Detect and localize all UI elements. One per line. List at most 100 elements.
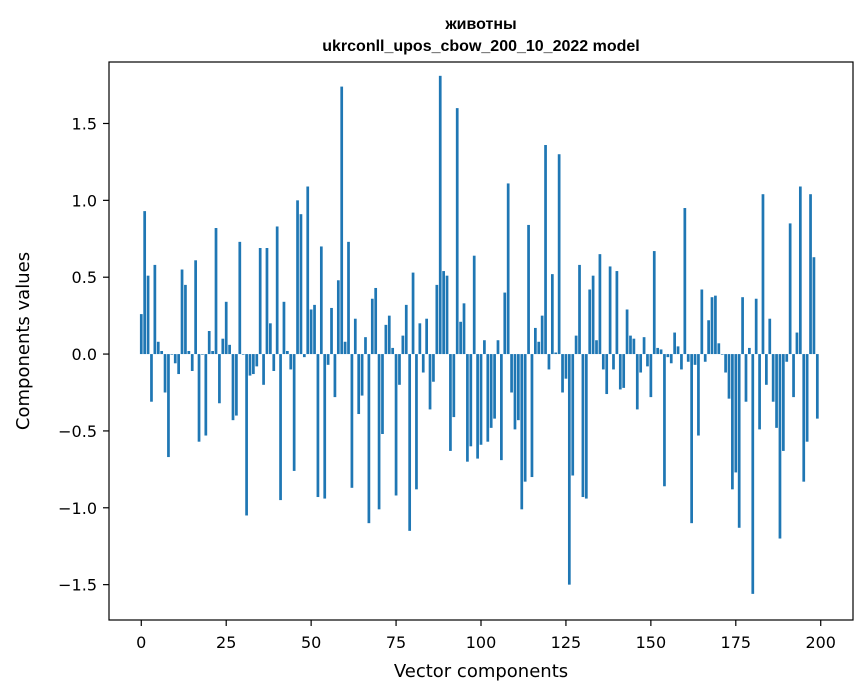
bar-163 bbox=[693, 354, 697, 365]
bar-156 bbox=[669, 354, 673, 364]
bar-80 bbox=[411, 272, 415, 355]
bar-196 bbox=[805, 354, 809, 442]
x-axis-label: Vector components bbox=[394, 661, 568, 682]
bar-171 bbox=[720, 354, 724, 355]
bar-79 bbox=[408, 354, 412, 531]
bar-160 bbox=[683, 208, 687, 355]
bar-155 bbox=[666, 354, 670, 358]
bar-44 bbox=[289, 354, 293, 370]
bar-25 bbox=[224, 301, 228, 355]
bar-191 bbox=[788, 223, 792, 355]
bar-100 bbox=[479, 354, 483, 445]
bar-6 bbox=[160, 350, 164, 355]
bar-121 bbox=[550, 274, 554, 355]
bar-176 bbox=[737, 354, 741, 528]
bar-71 bbox=[381, 354, 384, 434]
bar-112 bbox=[520, 354, 524, 510]
bar-12 bbox=[180, 269, 184, 355]
plot-frame bbox=[108, 61, 854, 621]
bar-144 bbox=[629, 335, 632, 355]
y-tick-label: 1.0 bbox=[72, 191, 97, 210]
bar-122 bbox=[554, 352, 558, 355]
bar-34 bbox=[255, 354, 259, 367]
bar-133 bbox=[591, 275, 595, 355]
bar-61 bbox=[347, 241, 350, 355]
bar-14 bbox=[187, 350, 191, 355]
bar-167 bbox=[707, 320, 710, 355]
bar-130 bbox=[581, 354, 585, 498]
bar-141 bbox=[618, 354, 622, 390]
bar-60 bbox=[343, 341, 347, 355]
x-tick-label: 25 bbox=[216, 633, 236, 652]
bar-30 bbox=[241, 354, 245, 355]
bar-178 bbox=[744, 354, 748, 402]
bar-16 bbox=[194, 260, 197, 355]
bar-137 bbox=[605, 354, 609, 395]
bar-11 bbox=[177, 354, 180, 375]
bar-140 bbox=[615, 271, 619, 355]
bar-139 bbox=[612, 354, 615, 370]
bar-69 bbox=[374, 287, 378, 355]
bar-108 bbox=[506, 183, 510, 355]
bar-59 bbox=[340, 86, 344, 355]
bar-81 bbox=[415, 354, 418, 490]
bar-114 bbox=[527, 224, 530, 355]
bar-150 bbox=[649, 354, 653, 398]
bar-43 bbox=[286, 350, 289, 355]
bar-9 bbox=[170, 354, 174, 355]
bar-49 bbox=[306, 186, 310, 355]
bar-75 bbox=[394, 354, 398, 496]
bar-158 bbox=[676, 346, 680, 355]
bar-181 bbox=[754, 298, 758, 355]
bar-96 bbox=[466, 354, 469, 462]
bar-40 bbox=[275, 226, 279, 355]
bar-180 bbox=[751, 354, 755, 594]
bar-177 bbox=[741, 297, 744, 355]
bar-73 bbox=[387, 315, 391, 355]
bar-148 bbox=[642, 337, 646, 355]
bar-192 bbox=[792, 354, 795, 398]
bar-21 bbox=[211, 350, 214, 355]
bar-65 bbox=[360, 354, 364, 396]
bar-1 bbox=[143, 211, 147, 355]
bar-94 bbox=[459, 321, 462, 355]
bar-142 bbox=[622, 354, 626, 388]
bar-189 bbox=[782, 354, 785, 451]
bar-13 bbox=[184, 284, 187, 355]
bar-0 bbox=[139, 314, 143, 355]
bar-164 bbox=[697, 354, 700, 436]
bar-128 bbox=[574, 335, 578, 355]
bar-105 bbox=[496, 340, 500, 355]
bar-188 bbox=[778, 354, 782, 539]
bar-22 bbox=[214, 228, 218, 355]
bar-199 bbox=[815, 354, 819, 419]
bar-41 bbox=[279, 354, 282, 501]
bar-109 bbox=[510, 354, 513, 393]
bar-129 bbox=[578, 264, 581, 355]
bar-78 bbox=[404, 304, 408, 355]
x-tick-label: 200 bbox=[805, 633, 836, 652]
bar-87 bbox=[435, 284, 439, 355]
bar-91 bbox=[449, 354, 452, 451]
bar-162 bbox=[690, 354, 693, 524]
x-tick-label: 75 bbox=[386, 633, 406, 652]
y-axis-label: Components values bbox=[13, 252, 34, 430]
bar-5 bbox=[156, 341, 160, 355]
bar-35 bbox=[258, 248, 262, 355]
bar-37 bbox=[265, 248, 269, 355]
bar-118 bbox=[540, 315, 544, 355]
bar-172 bbox=[724, 354, 727, 373]
bar-77 bbox=[401, 335, 405, 355]
bar-57 bbox=[333, 354, 337, 398]
bar-36 bbox=[262, 354, 265, 385]
bar-24 bbox=[221, 338, 225, 355]
bar-70 bbox=[377, 354, 381, 510]
bar-124 bbox=[561, 354, 564, 393]
bar-159 bbox=[680, 354, 683, 370]
bar-45 bbox=[292, 354, 296, 471]
bar-93 bbox=[455, 108, 459, 355]
x-tick-label: 150 bbox=[636, 633, 667, 652]
bar-29 bbox=[238, 241, 242, 355]
bar-115 bbox=[530, 354, 534, 478]
x-tick-label: 0 bbox=[136, 633, 146, 652]
